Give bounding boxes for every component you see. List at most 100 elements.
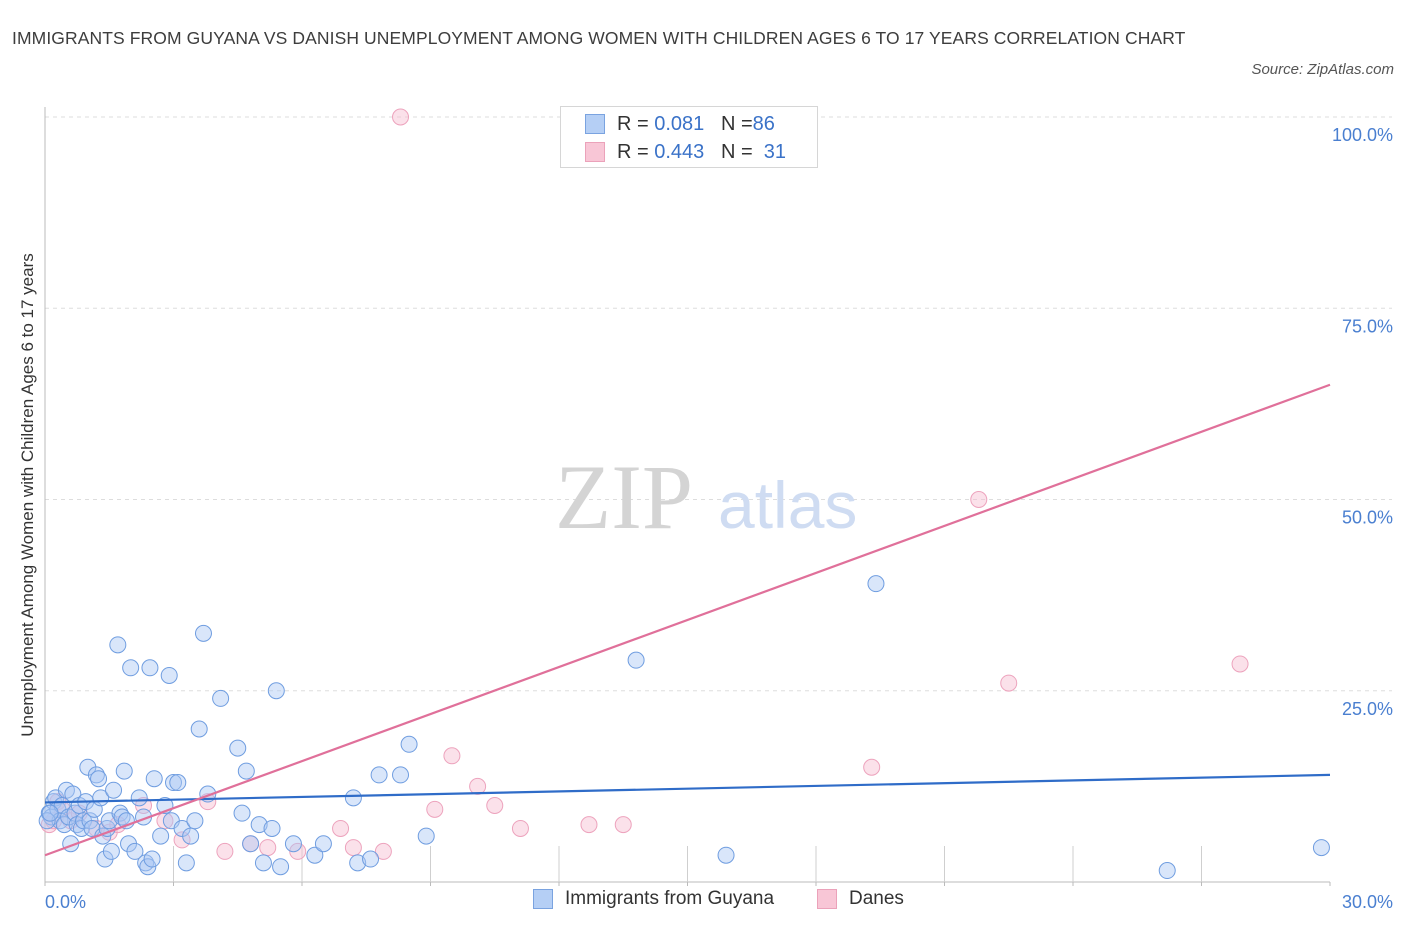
- danes-point: [1231, 655, 1249, 673]
- guyana-point: [263, 819, 281, 837]
- guyana-point: [272, 858, 290, 876]
- guyana-point: [370, 766, 388, 784]
- bottom-legend-guyana-label: Immigrants from Guyana: [565, 888, 775, 909]
- watermark-atlas: atlas: [718, 468, 857, 542]
- guyana-point: [105, 781, 123, 799]
- danes-point: [863, 758, 881, 776]
- guyana-point: [122, 659, 140, 677]
- guyana-point: [417, 827, 435, 845]
- y-tick-label: 50.0%: [1342, 508, 1393, 528]
- guyana-point: [194, 624, 212, 642]
- guyana-point: [55, 816, 73, 834]
- danes-point: [443, 747, 461, 765]
- guyana-point: [169, 774, 187, 792]
- guyana-point: [267, 682, 285, 700]
- guyana-point: [229, 739, 247, 757]
- legend-n-label: N =: [720, 140, 753, 163]
- guyana-point: [627, 651, 645, 669]
- axes: [44, 107, 1331, 886]
- guyana-point: [126, 842, 144, 860]
- danes-point: [1000, 674, 1018, 692]
- guyana-point: [349, 854, 367, 872]
- danes-point: [511, 819, 529, 837]
- legend-r-label: R =: [617, 140, 649, 163]
- guyana-points: [38, 575, 1330, 880]
- guyana-point: [1158, 862, 1176, 880]
- danes-trendline: [44, 383, 1331, 857]
- guyana-point: [186, 812, 204, 830]
- guyana-point: [1312, 839, 1330, 857]
- watermark-zip: ZIP: [555, 446, 693, 548]
- guyana-point: [306, 846, 324, 864]
- legend-n-value: 86: [752, 112, 775, 135]
- y-tick-label: 100.0%: [1332, 125, 1393, 145]
- danes-point: [374, 842, 392, 860]
- source-credit: Source: ZipAtlas.com: [1251, 61, 1394, 78]
- bottom-swatch-blue: [533, 889, 553, 909]
- guyana-point: [130, 789, 148, 807]
- guyana-point: [717, 846, 735, 864]
- danes-point: [580, 816, 598, 834]
- legend-row-guyana: R = 0.081 N = 86: [585, 111, 775, 137]
- danes-point: [392, 108, 410, 126]
- danes-point: [344, 839, 362, 857]
- guyana-point: [143, 850, 161, 868]
- x-tick-label: 0.0%: [45, 892, 86, 912]
- legend-n-value: 31: [763, 140, 787, 163]
- tick-labels: 25.0% 50.0% 75.0% 100.0% 0.0% 30.0%: [45, 125, 1393, 912]
- bottom-legend-guyana: Immigrants from Guyana: [533, 888, 774, 910]
- danes-point: [426, 800, 444, 818]
- guyana-point: [165, 774, 182, 792]
- chart-title: IMMIGRANTS FROM GUYANA VS DANISH UNEMPLO…: [12, 28, 1186, 48]
- bottom-legend-danes-label: Danes: [849, 888, 904, 909]
- bottom-swatch-pink: [817, 889, 837, 909]
- gridlines: [45, 116, 1392, 692]
- guyana-point: [344, 789, 362, 807]
- guyana-point: [152, 827, 170, 845]
- guyana-point: [109, 636, 127, 654]
- guyana-point: [254, 854, 272, 872]
- guyana-point: [392, 766, 410, 784]
- legend-row-danes: R = 0.443 N = 31: [585, 139, 786, 165]
- guyana-point: [90, 770, 108, 788]
- guyana-point: [242, 835, 260, 853]
- guyana-point: [139, 858, 157, 876]
- guyana-point: [314, 835, 332, 853]
- guyana-trendline: [44, 773, 1331, 804]
- legend-r-label: R =: [617, 112, 649, 135]
- guyana-point: [867, 575, 885, 593]
- danes-point: [259, 839, 277, 857]
- legend-swatch-blue: [585, 114, 605, 134]
- danes-point: [970, 491, 988, 508]
- guyana-point: [102, 842, 120, 860]
- guyana-point: [115, 762, 133, 780]
- guyana-point: [284, 835, 302, 853]
- danes-point: [614, 816, 632, 834]
- danes-point: [332, 819, 350, 837]
- guyana-point: [41, 804, 59, 822]
- guyana-point: [400, 735, 418, 753]
- y-tick-label: 25.0%: [1342, 699, 1393, 719]
- trendlines: [44, 383, 1331, 857]
- guyana-point: [250, 816, 268, 834]
- guyana-point: [160, 666, 178, 684]
- danes-point: [486, 797, 504, 814]
- guyana-point: [190, 720, 208, 738]
- guyana-point: [212, 689, 230, 707]
- legend-n-label: N =: [720, 112, 753, 135]
- danes-point: [216, 842, 234, 860]
- guyana-point: [141, 659, 159, 677]
- danes-point: [289, 842, 307, 860]
- y-tick-label: 75.0%: [1342, 316, 1393, 336]
- correlation-legend: R = 0.081 N = 86 R = 0.443 N = 31: [560, 106, 818, 168]
- legend-swatch-pink: [585, 142, 605, 162]
- guyana-point: [177, 854, 195, 872]
- bottom-legend-danes: Danes: [817, 888, 904, 910]
- legend-r-value: 0.081: [654, 112, 705, 135]
- guyana-point: [182, 827, 200, 845]
- guyana-point: [233, 804, 251, 822]
- guyana-point: [237, 762, 255, 780]
- x-tick-label: 30.0%: [1342, 892, 1393, 912]
- danes-point: [469, 777, 487, 795]
